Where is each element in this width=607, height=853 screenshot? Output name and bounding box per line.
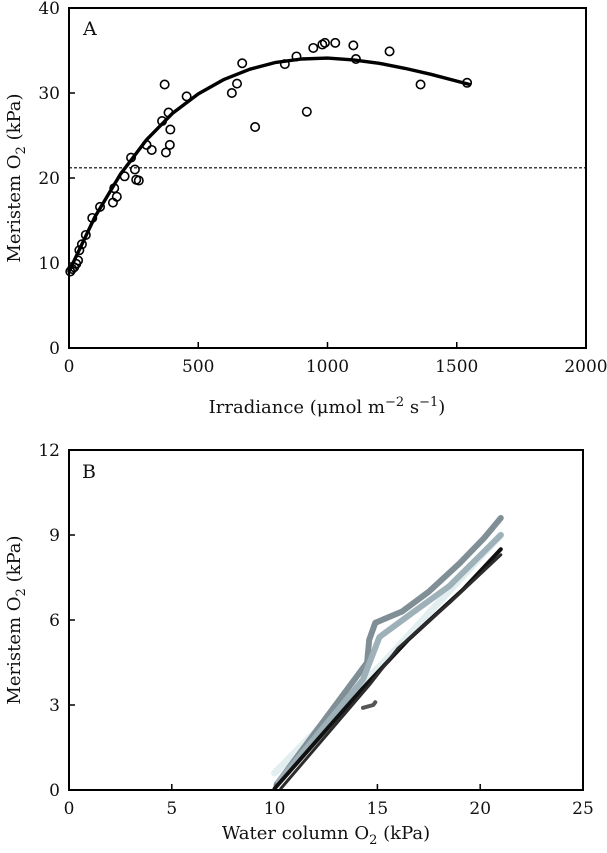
panel-a-y-axis-label: Meristem O2 (kPa) (4, 93, 29, 262)
panel-a-x-tick-label: 500 (182, 357, 214, 377)
panel-a-y-tick-label: 30 (38, 84, 60, 104)
panel-a-data-point (159, 79, 170, 90)
panel-a-data-point (146, 144, 157, 155)
panel-a-data-point (160, 147, 171, 158)
panel-b-series-line-5 (279, 553, 503, 791)
panel-b-y-tick-label: 12 (38, 441, 60, 461)
panel-a-data-point (348, 40, 359, 51)
panel-a-data-point (129, 164, 140, 175)
panel-a-x-tick-label: 1000 (306, 357, 349, 377)
panel-b-x-tick-label: 10 (264, 799, 286, 819)
panel-a-x-tick-label: 1500 (435, 357, 478, 377)
panel-a-letter: A (82, 18, 97, 40)
panel-b-series-line-2 (273, 515, 504, 788)
panel-b-x-tick-label: 25 (572, 799, 594, 819)
panel-a-data-point (165, 124, 176, 135)
panel-a-data-point (111, 191, 122, 202)
panel-a-y-tick-label: 0 (49, 339, 60, 359)
panel-a-y-tick-label: 40 (38, 0, 60, 19)
panel-a-data-point (330, 37, 341, 48)
panel-a-data-point (226, 88, 237, 99)
panel-b-series-line-3 (275, 532, 504, 785)
panel-a-x-axis-label: Irradiance (μmol m−2 s−1) (209, 395, 446, 418)
panel-b-x-axis-label: Water column O2 (kPa) (222, 823, 430, 848)
panel-a-data-point (384, 46, 395, 57)
panel-b: 0 5 10 15 20 25 0 3 6 9 12 B Water column O2 (kPa)… (4, 441, 594, 848)
panel-b-frame (68, 449, 584, 791)
panel-b-x-tick-label: 5 (166, 799, 177, 819)
panel-a-data-point (308, 42, 319, 53)
panel-a-y-tick-label: 20 (38, 169, 60, 189)
panel-a-x-tick-label: 0 (64, 357, 75, 377)
panel-b-series-line-6 (361, 700, 378, 710)
panel-a-x-tick-label: 2000 (564, 357, 607, 377)
panel-b-y-tick-label: 3 (49, 696, 60, 716)
panel-a-data-point (301, 106, 312, 117)
panel-b-x-tick-label: 0 (64, 799, 75, 819)
panel-b-y-tick-label: 0 (49, 781, 60, 801)
panel-a-data-point (164, 139, 175, 150)
panel-a-data-point (76, 239, 87, 250)
panel-a-data-point (250, 122, 261, 133)
panel-b-x-tick-label: 20 (469, 799, 491, 819)
panel-a-data-point (237, 58, 248, 69)
panel-a-data-point (415, 79, 426, 90)
panel-b-y-tick-label: 6 (49, 611, 60, 631)
panel-a-y-tick-label: 10 (38, 254, 60, 274)
panel-b-x-tick-label: 15 (367, 799, 389, 819)
panel-b-y-tick-label: 9 (49, 526, 60, 546)
panel-b-letter: B (82, 461, 96, 483)
panel-a: A 0 500 1000 1500 2000 0 10 20 30 40 Irradiance (… (4, 0, 607, 418)
panel-a-fit-curve (67, 56, 472, 274)
panel-a-data-point (319, 37, 330, 48)
panel-a-data-point (133, 175, 144, 186)
panel-a-data-point (317, 39, 328, 50)
panel-b-y-axis-label: Meristem O2 (kPa) (4, 535, 29, 704)
panel-a-data-point (232, 78, 243, 89)
